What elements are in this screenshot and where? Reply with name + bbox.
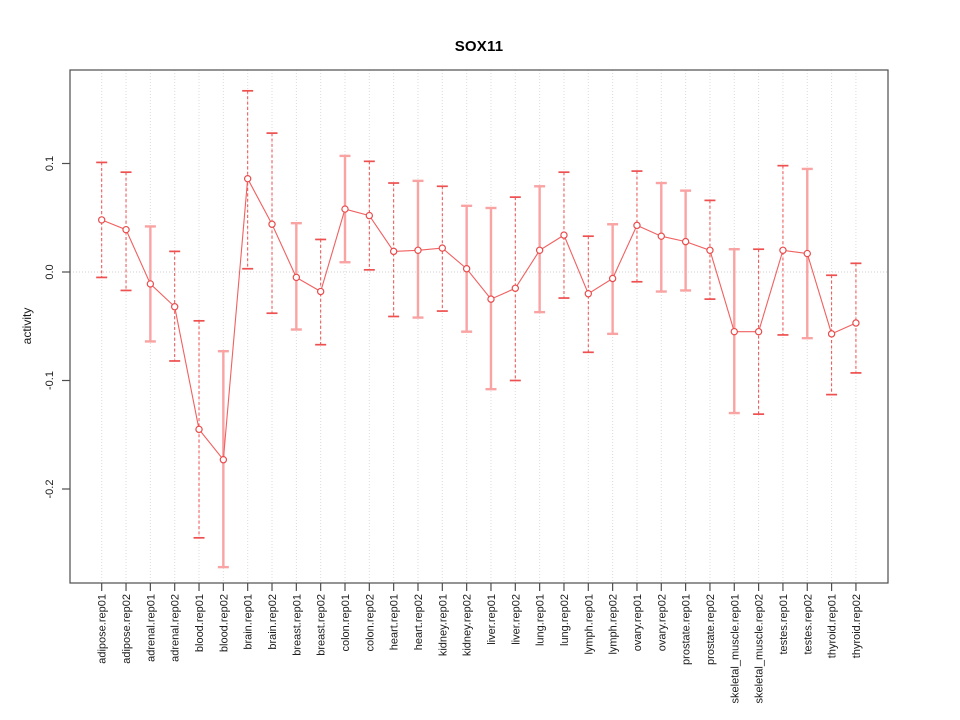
x-tick-label: prostate.rep01 xyxy=(681,594,693,665)
x-tick-label: lung.rep01 xyxy=(535,594,547,646)
data-point xyxy=(511,284,520,292)
x-tick-label: testes.rep01 xyxy=(778,594,790,655)
x-tick-label: lung.rep02 xyxy=(559,594,571,646)
x-tick-label: brain.rep02 xyxy=(267,594,279,650)
data-point xyxy=(560,231,568,239)
data-point xyxy=(97,216,106,224)
x-tick-label: thyroid.rep01 xyxy=(827,594,839,658)
data-point xyxy=(146,280,155,288)
x-tick-label: liver.rep01 xyxy=(486,594,498,645)
x-tick-label: heart.rep01 xyxy=(389,594,401,650)
x-tick-label: kidney.rep02 xyxy=(462,594,474,656)
data-point xyxy=(170,303,179,311)
data-point xyxy=(195,425,203,434)
data-point xyxy=(365,211,374,220)
data-point xyxy=(389,247,398,256)
x-tick-label: prostate.rep02 xyxy=(705,594,717,665)
data-point xyxy=(779,246,787,254)
y-tick-label: 0.0 xyxy=(44,264,56,279)
x-tick-label: breast.rep02 xyxy=(316,594,328,656)
data-point xyxy=(219,456,228,464)
x-tick-label: testes.rep02 xyxy=(802,594,814,655)
x-tick-label: skeletal_muscle.rep02 xyxy=(754,594,766,703)
x-tick-label: adipose.rep01 xyxy=(97,594,109,664)
y-tick-label: 0.1 xyxy=(44,156,56,171)
x-tick-label: liver.rep02 xyxy=(510,594,522,645)
data-point xyxy=(584,290,593,298)
x-tick-label: adipose.rep02 xyxy=(121,594,133,664)
data-point xyxy=(681,237,690,246)
y-tick-label: -0.1 xyxy=(44,371,56,390)
x-tick-label: lymph.rep01 xyxy=(583,594,595,655)
x-tick-label: ovary.rep02 xyxy=(656,594,668,651)
x-tick-label: lymph.rep02 xyxy=(608,594,620,655)
data-point xyxy=(852,319,860,327)
plot-border xyxy=(69,69,889,584)
x-tick-label: blood.rep02 xyxy=(218,594,230,652)
x-tick-label: brain.rep01 xyxy=(243,594,255,650)
series-line xyxy=(101,176,857,462)
x-tick-label: blood.rep01 xyxy=(194,594,206,652)
x-tick-label: skeletal_muscle.rep01 xyxy=(729,594,741,703)
data-point xyxy=(633,221,641,230)
data-point xyxy=(341,205,349,213)
data-point xyxy=(316,287,325,296)
data-point xyxy=(754,327,763,336)
data-point xyxy=(730,327,738,336)
data-point xyxy=(243,174,252,183)
data-point xyxy=(657,232,665,240)
data-point xyxy=(414,246,422,254)
data-point xyxy=(803,249,811,258)
data-point xyxy=(462,265,471,273)
x-tick-label: ovary.rep01 xyxy=(632,594,644,651)
x-tick-label: thyroid.rep02 xyxy=(851,594,863,658)
x-tick-label: colon.rep01 xyxy=(340,594,352,652)
data-point xyxy=(438,244,447,252)
data-point xyxy=(608,274,617,283)
data-point xyxy=(706,246,714,254)
x-tick-label: colon.rep02 xyxy=(364,594,376,652)
data-point xyxy=(827,330,836,338)
x-tick-label: adrenal.rep01 xyxy=(145,594,157,662)
data-point xyxy=(268,220,276,228)
chart-title: SOX11 xyxy=(454,38,504,55)
x-tick-label: breast.rep01 xyxy=(291,594,303,656)
x-tick-label: adrenal.rep02 xyxy=(170,594,182,662)
data-point xyxy=(535,246,544,254)
data-point xyxy=(122,225,130,234)
data-point xyxy=(292,273,301,282)
data-point xyxy=(487,295,495,303)
x-tick-label: heart.rep02 xyxy=(413,594,425,650)
y-tick-label: -0.2 xyxy=(44,480,56,499)
x-tick-label: kidney.rep01 xyxy=(437,594,449,656)
